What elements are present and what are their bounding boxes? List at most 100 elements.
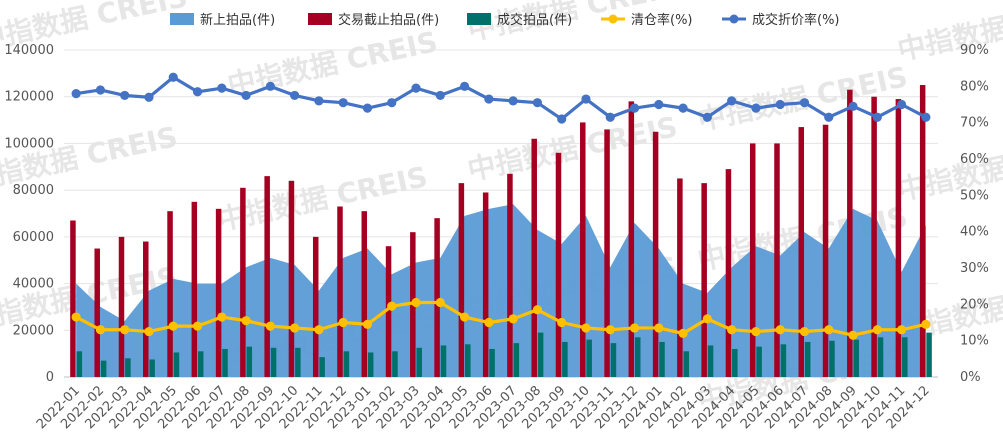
bar-deadline-lots xyxy=(458,183,465,377)
point-discount-rate xyxy=(168,72,178,82)
bar-sold-lots xyxy=(100,360,107,377)
right-axis: 0% 10% 20% 30% 40% 50% 60% 70% 80% 90% xyxy=(960,43,989,385)
bar-deadline-lots xyxy=(531,138,537,377)
point-clearance-rate xyxy=(921,319,931,329)
point-clearance-rate xyxy=(120,325,130,335)
bar-sold-lots xyxy=(367,352,374,377)
legend-swatch xyxy=(467,13,491,25)
bar-deadline-lots xyxy=(215,208,222,377)
point-clearance-rate xyxy=(168,321,178,331)
point-clearance-rate xyxy=(775,325,785,335)
bar-sold-lots xyxy=(465,344,471,377)
bar-sold-lots xyxy=(902,337,908,377)
point-discount-rate xyxy=(71,89,81,99)
point-clearance-rate xyxy=(872,325,882,335)
point-discount-rate xyxy=(751,103,761,113)
point-discount-rate xyxy=(241,90,251,101)
legend-label: 新上拍品(件) xyxy=(200,12,275,28)
point-clearance-rate xyxy=(338,317,348,328)
point-discount-rate xyxy=(581,94,591,104)
point-clearance-rate xyxy=(411,297,421,308)
bar-sold-lots xyxy=(829,340,835,377)
legend-label: 交易截止拍品(件) xyxy=(338,12,439,28)
right-tick-label: 0% xyxy=(960,370,981,385)
point-discount-rate xyxy=(338,98,348,108)
bar-sold-lots xyxy=(634,337,641,377)
bar-sold-lots xyxy=(149,359,155,377)
point-discount-rate xyxy=(362,103,373,113)
legend-label: 成交拍品(件) xyxy=(497,12,572,28)
bar-deadline-lots xyxy=(288,180,295,377)
bar-sold-lots xyxy=(246,346,253,377)
left-tick-label: 120000 xyxy=(4,90,54,105)
bar-deadline-lots xyxy=(507,173,513,377)
bar-sold-lots xyxy=(780,344,787,377)
bar-sold-lots xyxy=(732,348,738,377)
bar-deadline-lots xyxy=(895,99,902,378)
point-clearance-rate xyxy=(241,316,251,326)
bar-sold-lots xyxy=(416,347,422,377)
point-clearance-rate xyxy=(557,317,567,328)
point-clearance-rate xyxy=(95,325,106,335)
point-clearance-rate xyxy=(678,328,688,338)
right-tick-label: 80% xyxy=(960,79,989,94)
point-discount-rate xyxy=(95,85,106,95)
point-clearance-rate xyxy=(290,323,300,333)
point-discount-rate xyxy=(387,98,397,108)
left-tick-label: 80000 xyxy=(13,183,54,198)
point-discount-rate xyxy=(799,98,810,108)
legend-marker xyxy=(608,14,618,24)
point-clearance-rate xyxy=(314,325,324,335)
bar-sold-lots xyxy=(610,343,617,377)
point-discount-rate xyxy=(629,103,640,113)
bar-sold-lots xyxy=(707,345,714,377)
bar-deadline-lots xyxy=(604,129,610,377)
bar-sold-lots xyxy=(853,339,859,377)
bar-deadline-lots xyxy=(361,211,368,377)
bar-sold-lots xyxy=(804,341,811,377)
right-tick-label: 50% xyxy=(960,188,989,203)
bar-sold-lots xyxy=(440,345,447,377)
bar-deadline-lots xyxy=(240,187,246,377)
bar-deadline-lots xyxy=(555,152,562,377)
point-discount-rate xyxy=(217,83,227,93)
point-discount-rate xyxy=(508,96,518,106)
point-discount-rate xyxy=(678,103,688,113)
left-axis: 0 20000 40000 60000 80000 100000 120000 140000 xyxy=(4,43,54,385)
point-discount-rate xyxy=(411,83,421,93)
point-clearance-rate xyxy=(435,297,445,308)
bar-deadline-lots xyxy=(580,122,586,378)
bar-sold-lots xyxy=(125,358,131,377)
line-series xyxy=(71,72,931,340)
point-clearance-rate xyxy=(459,312,470,322)
bar-deadline-lots xyxy=(919,85,926,378)
bar-sold-lots xyxy=(197,351,204,377)
point-clearance-rate xyxy=(629,323,640,333)
bar-sold-lots xyxy=(926,332,932,377)
bar-deadline-lots xyxy=(798,127,805,377)
bar-deadline-lots xyxy=(822,124,829,377)
area-series xyxy=(76,204,926,377)
bar-sold-lots xyxy=(659,341,665,377)
point-discount-rate xyxy=(872,112,882,122)
bar-deadline-lots xyxy=(434,218,440,377)
bar-sold-lots xyxy=(586,339,592,377)
point-discount-rate xyxy=(605,112,615,122)
point-discount-rate xyxy=(557,114,567,124)
bar-deadline-lots xyxy=(191,201,198,377)
right-tick-label: 10% xyxy=(960,334,989,349)
right-tick-label: 40% xyxy=(960,225,989,240)
watermark-text: 中指数据 CREIS xyxy=(215,160,431,237)
bar-deadline-lots xyxy=(677,178,683,377)
bar-sold-lots xyxy=(489,348,495,377)
bar-deadline-lots xyxy=(701,183,707,377)
left-tick-label: 140000 xyxy=(4,43,54,58)
watermark-text: 中指数据 CREIS xyxy=(695,60,911,137)
point-discount-rate xyxy=(896,99,907,110)
bar-sold-lots xyxy=(295,347,301,377)
legend-swatch xyxy=(308,13,332,25)
point-clearance-rate xyxy=(727,325,737,335)
bar-deadline-lots xyxy=(774,143,780,377)
bar-sold-lots xyxy=(76,351,83,377)
